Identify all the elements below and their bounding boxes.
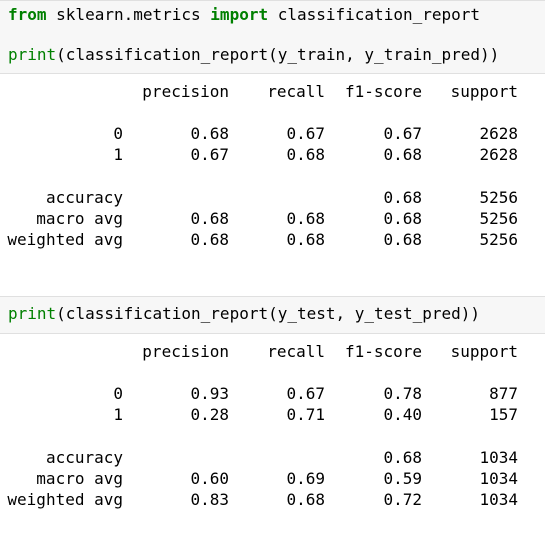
header-recall: recall	[267, 82, 325, 101]
row-precision: 0.93	[190, 384, 229, 403]
weighted-f1: 0.68	[383, 230, 422, 249]
report-macro-row: macro avg 0.60 0.69 0.59 1034	[0, 469, 545, 489]
report-macro-row: macro avg 0.68 0.68 0.68 5256	[0, 209, 545, 229]
macro-precision: 0.60	[190, 469, 229, 488]
report-accuracy-row: accuracy 0.68 1034	[0, 448, 545, 468]
keyword-from: from	[8, 5, 47, 24]
weighted-f1: 0.72	[383, 490, 422, 509]
weighted-label: weighted avg	[7, 490, 123, 509]
row-recall: 0.68	[286, 145, 325, 164]
row-support: 877	[489, 384, 518, 403]
code-line-import: from sklearn.metrics import classificati…	[8, 5, 480, 25]
row-recall: 0.71	[286, 405, 325, 424]
accuracy-support: 5256	[479, 188, 518, 207]
print-builtin: print	[8, 304, 57, 323]
report-header: precision recall f1-score support	[0, 342, 545, 362]
weighted-precision: 0.68	[190, 230, 229, 249]
macro-f1: 0.68	[383, 209, 422, 228]
accuracy-f1: 0.68	[383, 188, 422, 207]
header-f1: f1-score	[344, 82, 422, 101]
header-support: support	[450, 82, 518, 101]
report-row: 0 0.93 0.67 0.78 877	[0, 384, 545, 404]
accuracy-label: accuracy	[45, 188, 123, 207]
row-precision: 0.28	[190, 405, 229, 424]
row-f1: 0.40	[383, 405, 422, 424]
weighted-label: weighted avg	[7, 230, 123, 249]
row-precision: 0.67	[190, 145, 229, 164]
row-support: 2628	[479, 124, 518, 143]
macro-support: 1034	[479, 469, 518, 488]
header-support: support	[450, 342, 518, 361]
macro-recall: 0.69	[286, 469, 325, 488]
macro-recall: 0.68	[286, 209, 325, 228]
header-recall: recall	[267, 342, 325, 361]
code-cell-1[interactable]: from sklearn.metrics import classificati…	[0, 0, 545, 74]
module-name: sklearn.metrics	[46, 5, 211, 24]
row-f1: 0.78	[383, 384, 422, 403]
accuracy-support: 1034	[479, 448, 518, 467]
weighted-recall: 0.68	[286, 490, 325, 509]
row-label: 0	[113, 124, 123, 143]
row-f1: 0.67	[383, 124, 422, 143]
weighted-recall: 0.68	[286, 230, 325, 249]
row-label: 1	[113, 405, 123, 424]
macro-f1: 0.59	[383, 469, 422, 488]
weighted-support: 1034	[479, 490, 518, 509]
row-precision: 0.68	[190, 124, 229, 143]
header-precision: precision	[142, 342, 229, 361]
macro-support: 5256	[479, 209, 518, 228]
row-support: 2628	[479, 145, 518, 164]
print-args: (classification_report(y_test, y_test_pr…	[56, 304, 481, 323]
weighted-support: 5256	[479, 230, 518, 249]
report-weighted-row: weighted avg 0.83 0.68 0.72 1034	[0, 490, 545, 510]
row-label: 0	[113, 384, 123, 403]
macro-label: macro avg	[36, 209, 123, 228]
row-f1: 0.68	[383, 145, 422, 164]
macro-precision: 0.68	[190, 209, 229, 228]
accuracy-f1: 0.68	[383, 448, 422, 467]
report-row: 1 0.28 0.71 0.40 157	[0, 405, 545, 425]
row-support: 157	[489, 405, 518, 424]
accuracy-label: accuracy	[45, 448, 123, 467]
report-accuracy-row: accuracy 0.68 5256	[0, 188, 545, 208]
macro-label: macro avg	[36, 469, 123, 488]
report-row: 1 0.67 0.68 0.68 2628	[0, 145, 545, 165]
print-builtin: print	[8, 45, 57, 64]
code-line-print-test: print(classification_report(y_test, y_te…	[8, 304, 480, 324]
keyword-import: import	[210, 5, 269, 24]
weighted-precision: 0.83	[190, 490, 229, 509]
report-header: precision recall f1-score support	[0, 82, 545, 102]
code-cell-2[interactable]: print(classification_report(y_test, y_te…	[0, 296, 545, 334]
code-line-print-train: print(classification_report(y_train, y_t…	[8, 45, 499, 65]
header-precision: precision	[142, 82, 229, 101]
report-weighted-row: weighted avg 0.68 0.68 0.68 5256	[0, 230, 545, 250]
row-recall: 0.67	[286, 384, 325, 403]
header-f1: f1-score	[344, 342, 422, 361]
row-recall: 0.67	[286, 124, 325, 143]
report-row: 0 0.68 0.67 0.67 2628	[0, 124, 545, 144]
output-train-report: precision recall f1-score support 0 0.68…	[0, 82, 545, 262]
print-args: (classification_report(y_train, y_train_…	[56, 45, 500, 64]
imported-name: classification_report	[268, 5, 481, 24]
row-label: 1	[113, 145, 123, 164]
output-test-report: precision recall f1-score support 0 0.93…	[0, 342, 545, 522]
